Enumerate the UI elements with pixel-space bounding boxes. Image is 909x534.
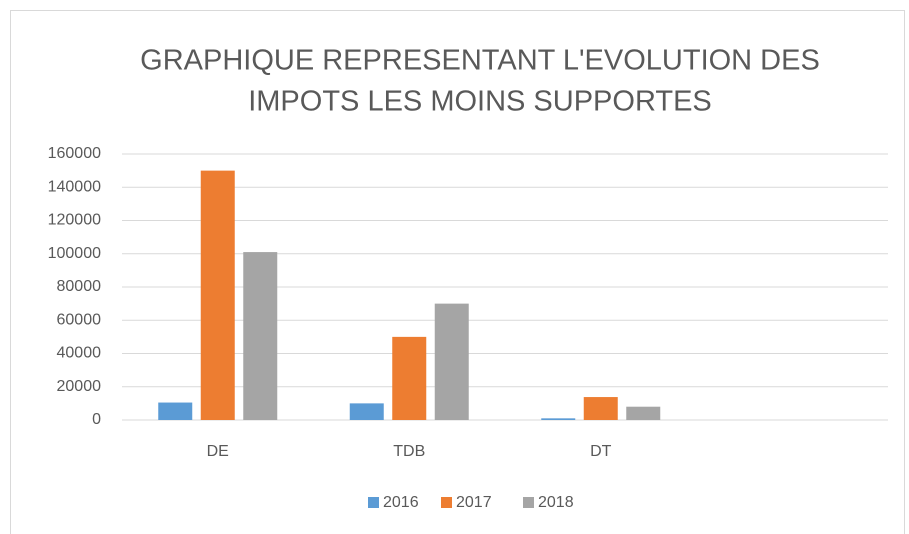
bar xyxy=(349,403,384,420)
bar xyxy=(434,303,469,420)
y-tick-label: 80000 xyxy=(57,278,102,295)
x-tick-label: DE xyxy=(207,443,229,460)
legend-label: 2017 xyxy=(456,494,492,511)
y-tick-label: 140000 xyxy=(48,178,101,195)
legend-label: 2018 xyxy=(538,494,574,511)
bar xyxy=(541,418,576,420)
x-tick-label: TDB xyxy=(393,443,425,460)
bar xyxy=(200,170,235,420)
bar xyxy=(392,336,427,420)
y-tick-label: 160000 xyxy=(48,145,101,162)
y-tick-label: 120000 xyxy=(48,212,101,229)
legend-swatch xyxy=(523,497,534,508)
y-tick-label: 40000 xyxy=(57,345,102,362)
y-tick-label: 20000 xyxy=(57,378,102,395)
legend-swatch xyxy=(441,497,452,508)
x-tick-label: DT xyxy=(590,443,612,460)
y-tick-label: 60000 xyxy=(57,311,102,328)
chart-frame xyxy=(10,10,905,534)
y-tick-label: 100000 xyxy=(48,245,101,262)
legend-swatch xyxy=(368,497,379,508)
y-tick-label: 0 xyxy=(92,411,101,428)
chart-title: IMPOTS LES MOINS SUPPORTES xyxy=(248,86,712,118)
legend-label: 2016 xyxy=(383,494,419,511)
bar xyxy=(626,406,661,420)
bar xyxy=(158,402,193,420)
bar xyxy=(583,397,618,420)
bar xyxy=(243,252,278,420)
chart-title: GRAPHIQUE REPRESENTANT L'EVOLUTION DES xyxy=(140,45,820,77)
